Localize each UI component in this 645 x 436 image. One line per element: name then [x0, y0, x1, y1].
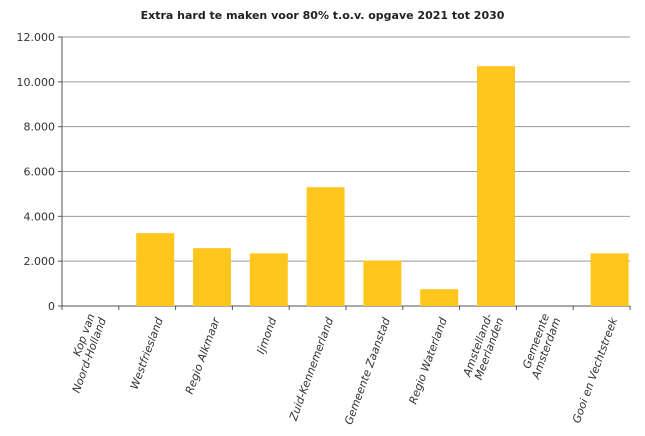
- y-tick-label: 2.000: [24, 255, 56, 268]
- x-tick-label-line: Regio Waterland: [406, 315, 450, 406]
- bar: [363, 260, 402, 306]
- y-tick-label: 0: [48, 300, 55, 313]
- x-tick-label: Regio Alkmaar: [183, 315, 223, 396]
- y-tick-label: 8.000: [24, 121, 56, 134]
- x-tick-label-line: Gooi en Vechtstreek: [570, 315, 620, 425]
- x-tick-label: Zuid-Kennemerland: [286, 315, 336, 423]
- bar: [590, 253, 629, 306]
- bar: [306, 187, 345, 306]
- y-tick-label: 10.000: [17, 76, 56, 89]
- bar: [420, 289, 459, 306]
- bar: [193, 248, 231, 306]
- x-tick-label: Kop vanNoord-Holland: [58, 311, 109, 395]
- x-tick-label-line: Zuid-Kennemerland: [286, 315, 336, 423]
- x-tick-label: GemeenteAmsterdam: [518, 312, 564, 382]
- y-tick-label: 12.000: [17, 31, 56, 44]
- x-tick-label: Gooi en Vechtstreek: [570, 315, 620, 425]
- x-tick-label-line: Regio Alkmaar: [183, 315, 223, 396]
- bar: [477, 66, 515, 307]
- y-tick-label: 6.000: [24, 166, 56, 179]
- chart-title: Extra hard te maken voor 80% t.o.v. opga…: [140, 9, 505, 22]
- x-tick-label: Gemeente Zaanstad: [342, 315, 393, 426]
- x-tick-label-line: Ijmond: [254, 315, 279, 356]
- x-tick-label-line: Gemeente Zaanstad: [342, 315, 393, 426]
- x-tick-label: Regio Waterland: [406, 315, 450, 406]
- x-tick-label: Westfriesland: [128, 315, 166, 391]
- x-tick-label-line: Westfriesland: [128, 315, 166, 391]
- bar: [249, 253, 288, 306]
- x-tick-label: Ijmond: [254, 315, 279, 356]
- x-tick-label: Amstelland-Meerlanden: [460, 312, 506, 383]
- y-tick-label: 4.000: [24, 210, 56, 223]
- bar: [136, 233, 175, 306]
